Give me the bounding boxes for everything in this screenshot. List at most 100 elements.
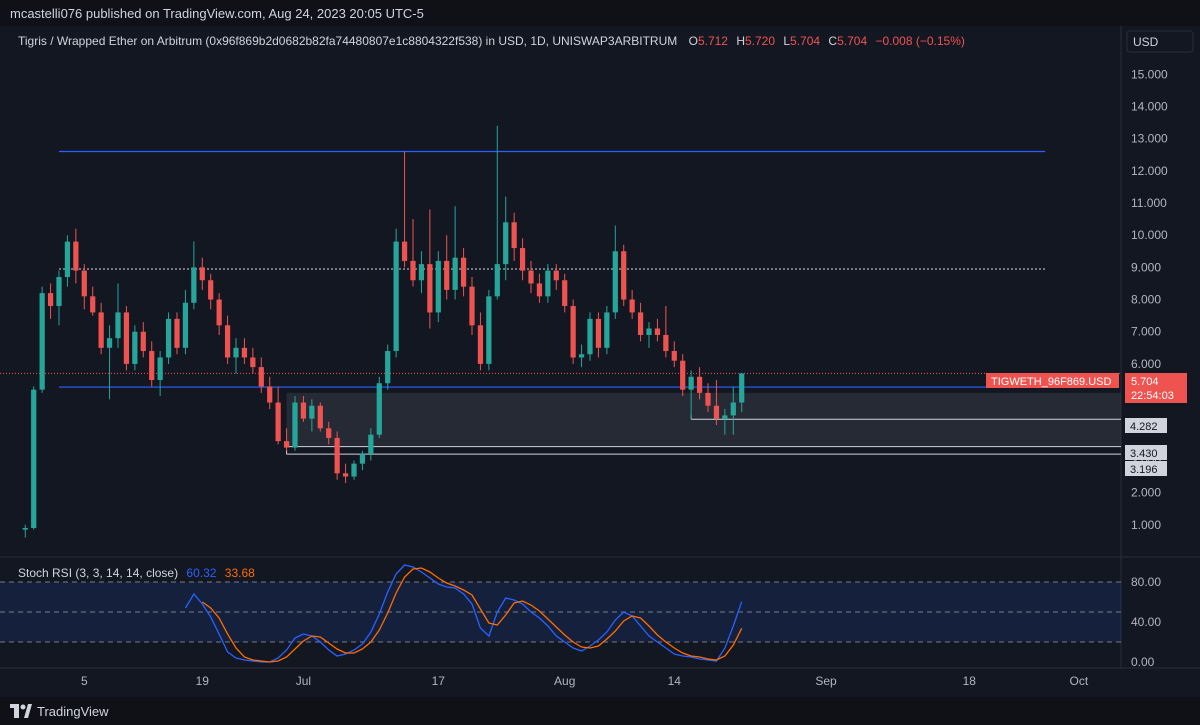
candle: [418, 251, 425, 294]
price-tick-label: 1.000: [1131, 518, 1161, 532]
candle: [39, 286, 45, 393]
candle: [604, 305, 610, 355]
candle-body: [140, 331, 146, 352]
candle-body: [64, 241, 71, 278]
candle: [233, 338, 239, 374]
candle: [132, 325, 138, 371]
time-tick-label: 14: [668, 674, 682, 688]
candle-body: [267, 386, 273, 403]
candle: [696, 367, 703, 400]
candle-body: [637, 312, 644, 335]
candle: [309, 399, 315, 432]
candle: [477, 312, 484, 371]
low-value: 5.704: [790, 34, 820, 48]
candle: [578, 344, 585, 368]
candle-body: [309, 405, 315, 419]
candle-body: [663, 334, 669, 352]
candle-body: [250, 357, 256, 368]
open-label: O: [689, 34, 698, 48]
candle-body: [157, 357, 163, 380]
candle-body: [486, 296, 492, 364]
chart-canvas[interactable]: 1.0002.0003.0004.0005.0006.0007.0008.000…: [0, 26, 1200, 697]
candle-body: [469, 286, 475, 326]
candle: [216, 293, 222, 335]
time-tick-label: 17: [432, 674, 446, 688]
candle-body: [730, 402, 736, 416]
candle: [351, 460, 357, 480]
candle: [680, 354, 686, 397]
candle-body: [81, 270, 87, 297]
candle-body: [604, 312, 610, 348]
candle-body: [106, 338, 113, 348]
candle-body: [342, 473, 349, 477]
candle: [376, 376, 382, 438]
candle: [444, 235, 450, 300]
candle-body: [570, 305, 576, 358]
price-tick-label: 7.000: [1131, 325, 1161, 339]
tradingview-logo-icon: [10, 704, 32, 718]
candle-body: [216, 299, 222, 326]
candle-body: [174, 318, 180, 348]
brand[interactable]: TradingView: [10, 702, 109, 720]
candle-body: [503, 222, 509, 265]
candle: [275, 386, 281, 445]
candle-body: [680, 360, 686, 390]
candle: [22, 524, 28, 538]
candle: [47, 283, 54, 319]
candle-body: [494, 264, 500, 297]
candle-body: [123, 312, 130, 364]
candle-body: [98, 312, 104, 348]
symbol-header: Tigris / Wrapped Ether on Arbitrum (0x96…: [18, 34, 965, 48]
candle: [469, 277, 475, 335]
candle-body: [696, 376, 703, 393]
candle-body: [621, 251, 627, 300]
candle-body: [233, 347, 239, 358]
candle-body: [292, 402, 298, 448]
high-label: H: [736, 34, 745, 48]
candle: [334, 431, 340, 480]
candle: [663, 305, 669, 358]
last-price-tag: TIGWETH_96F869.USD 5.704 22:54:03: [986, 373, 1187, 403]
candle: [646, 322, 652, 348]
candle-body: [359, 454, 366, 464]
candle: [393, 228, 399, 358]
last-price-label: 5.704: [1131, 376, 1159, 388]
candle-body: [149, 351, 155, 380]
level-tag-3-label: 3.196: [1130, 464, 1158, 476]
candle: [629, 289, 635, 319]
price-axis-background: [1121, 26, 1200, 697]
candle: [90, 286, 96, 316]
candle: [713, 380, 720, 426]
close-label: C: [828, 34, 837, 48]
candle-body: [191, 267, 197, 303]
zone-group: [286, 392, 1122, 447]
candle-body: [275, 402, 281, 442]
time-tick-label: Jul: [296, 674, 311, 688]
level-tag-2: 3.430: [1125, 445, 1167, 460]
candle-body: [56, 277, 62, 306]
candle: [73, 228, 79, 284]
candle-body: [587, 318, 593, 355]
candle: [317, 402, 323, 432]
candle-body: [165, 318, 172, 358]
candle-body: [73, 241, 79, 271]
currency-button[interactable]: USD: [1126, 30, 1194, 53]
candle-body: [410, 260, 416, 281]
candle-body: [435, 260, 441, 313]
candle-body: [300, 402, 307, 419]
level-tag-1-label: 4.282: [1130, 421, 1158, 433]
candle-body: [519, 248, 526, 271]
candle-body: [22, 528, 28, 530]
candle-body: [646, 328, 652, 335]
price-tick-label: 15.000: [1131, 67, 1168, 81]
time-tick-label: 19: [196, 674, 210, 688]
close-value: 5.704: [837, 34, 867, 48]
candle: [283, 428, 290, 451]
demand-zone: [286, 392, 1122, 447]
price-tick-label: 6.000: [1131, 357, 1161, 371]
price-tick-label: 11.000: [1131, 196, 1167, 210]
candle-body: [722, 415, 728, 419]
candle: [705, 383, 711, 413]
stoch-k-value: 60.32: [186, 566, 216, 580]
candle: [123, 305, 130, 371]
